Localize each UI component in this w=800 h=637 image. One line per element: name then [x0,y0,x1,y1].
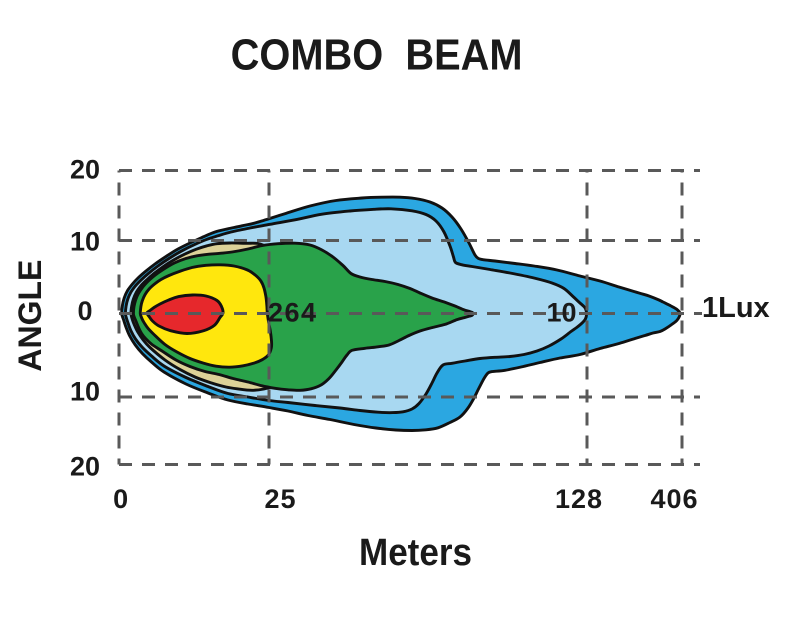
svg-text:1Lux: 1Lux [702,292,770,324]
svg-text:COMBO BEAM: COMBO BEAM [231,30,523,79]
svg-text:264: 264 [268,298,318,328]
svg-text:Meters: Meters [359,531,472,574]
svg-text:0: 0 [113,484,128,514]
svg-text:ANGLE: ANGLE [12,260,48,372]
svg-text:0: 0 [77,296,92,326]
svg-text:406: 406 [650,484,698,514]
svg-text:25: 25 [264,484,296,514]
svg-text:128: 128 [555,484,603,514]
svg-text:20: 20 [70,155,100,185]
svg-text:10: 10 [547,298,577,328]
svg-text:20: 20 [70,452,100,482]
svg-text:10: 10 [70,377,100,407]
svg-text:10: 10 [70,227,100,257]
